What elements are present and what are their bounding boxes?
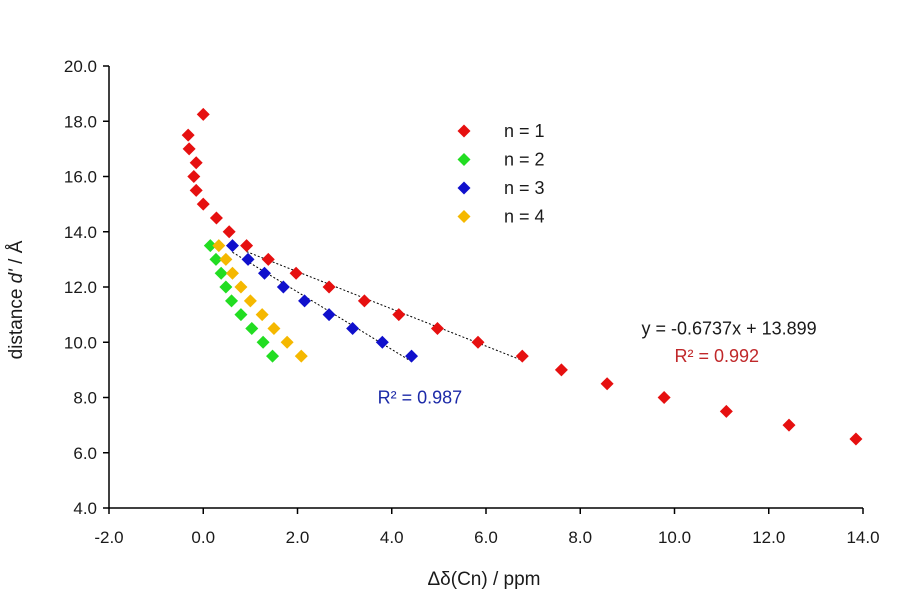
data-point <box>600 377 614 391</box>
x-tick-label: -2.0 <box>94 528 123 547</box>
data-point <box>234 308 248 322</box>
data-point <box>214 266 228 280</box>
data-point <box>322 280 336 294</box>
y-tick-label: 20.0 <box>64 57 97 76</box>
legend-label: n = 1 <box>504 121 545 141</box>
x-tick-label: 0.0 <box>191 528 215 547</box>
data-point <box>187 170 201 183</box>
data-point <box>181 128 195 142</box>
data-point <box>225 239 239 253</box>
data-point <box>189 183 203 197</box>
data-point <box>222 225 236 239</box>
y-tick-label: 4.0 <box>73 499 97 518</box>
legend-marker <box>457 210 471 223</box>
legend-label: n = 4 <box>504 207 545 227</box>
data-point <box>225 266 239 280</box>
legend-marker <box>457 124 471 138</box>
x-tick-label: 4.0 <box>380 528 404 547</box>
y-tick-label: 16.0 <box>64 168 97 187</box>
data-point <box>849 432 863 446</box>
data-point <box>346 321 360 335</box>
data-point <box>276 280 290 294</box>
data-point <box>392 308 406 322</box>
data-point <box>209 252 223 266</box>
data-point <box>375 335 389 349</box>
data-point <box>219 280 233 294</box>
data-point <box>189 156 203 170</box>
series-4 <box>212 239 308 363</box>
legend: n = 1 n = 2 n = 3 n = 4 <box>457 121 545 227</box>
data-point <box>234 280 248 294</box>
y-tick-label: 8.0 <box>73 389 97 408</box>
legend-label: n = 2 <box>504 150 545 170</box>
y-tick-label: 12.0 <box>64 278 97 297</box>
x-tick-label: 8.0 <box>568 528 592 547</box>
y-axis-label-italic: d' <box>6 268 27 284</box>
trendline <box>232 251 412 362</box>
data-point <box>240 239 254 253</box>
trendlines <box>232 251 523 362</box>
annotation: y = -0.6737x + 13.899 <box>642 318 817 338</box>
data-point <box>196 197 210 211</box>
data-point <box>256 335 270 349</box>
annotation: R² = 0.987 <box>378 388 463 408</box>
legend-marker <box>457 181 471 195</box>
trendline <box>246 251 523 361</box>
data-point <box>657 391 671 404</box>
data-point <box>209 211 223 225</box>
data-point <box>782 418 796 432</box>
data-point <box>322 308 336 322</box>
y-tick-label: 6.0 <box>73 444 97 463</box>
x-tick-label: 12.0 <box>752 528 785 547</box>
data-point <box>245 321 259 335</box>
series-3 <box>225 239 419 363</box>
data-point <box>298 294 312 308</box>
x-tick-label: 10.0 <box>658 528 691 547</box>
x-tick-label: 2.0 <box>286 528 310 547</box>
data-point <box>357 294 371 308</box>
x-tick-label: 14.0 <box>846 528 879 547</box>
y-axis-label: distance d' / Å <box>6 240 27 359</box>
y-tick-label: 14.0 <box>64 223 97 242</box>
annotations: y = -0.6737x + 13.899 R² = 0.992 R² = 0.98… <box>378 318 817 407</box>
y-axis-label-pre: distance <box>6 283 27 359</box>
y-tick-label: 18.0 <box>64 112 97 131</box>
data-point <box>196 107 210 121</box>
legend-label: n = 3 <box>504 178 545 198</box>
data-point <box>430 321 444 335</box>
data-point <box>241 252 255 266</box>
data-point <box>258 266 272 280</box>
data-point <box>294 349 308 363</box>
data-point <box>405 349 419 363</box>
data-point <box>515 349 529 363</box>
data-point <box>182 142 196 156</box>
data-point <box>243 294 257 308</box>
x-tick-label: 6.0 <box>474 528 498 547</box>
data-point <box>719 404 733 418</box>
series-2 <box>203 239 280 363</box>
data-point <box>225 294 239 308</box>
data-points <box>181 107 863 446</box>
data-point <box>554 363 568 377</box>
data-point <box>255 308 269 322</box>
y-axis-label-post: / Å <box>6 240 27 269</box>
annotation: R² = 0.992 <box>675 346 760 366</box>
axes: 4.0 6.0 8.0 10.0 12.0 14.0 16.0 18.0 20.0 -2.0 0.0… <box>64 57 880 547</box>
legend-marker <box>457 153 471 166</box>
data-point <box>203 239 217 253</box>
series-1 <box>181 107 863 446</box>
data-point <box>261 252 275 266</box>
x-axis-label: Δδ(Cn) / ppm <box>427 569 540 590</box>
data-point <box>212 239 226 253</box>
data-point <box>266 349 280 363</box>
data-point <box>219 252 233 266</box>
data-point <box>471 335 485 349</box>
data-point <box>280 335 294 349</box>
data-point <box>289 266 303 280</box>
y-tick-label: 10.0 <box>64 333 97 352</box>
data-point <box>267 321 281 335</box>
